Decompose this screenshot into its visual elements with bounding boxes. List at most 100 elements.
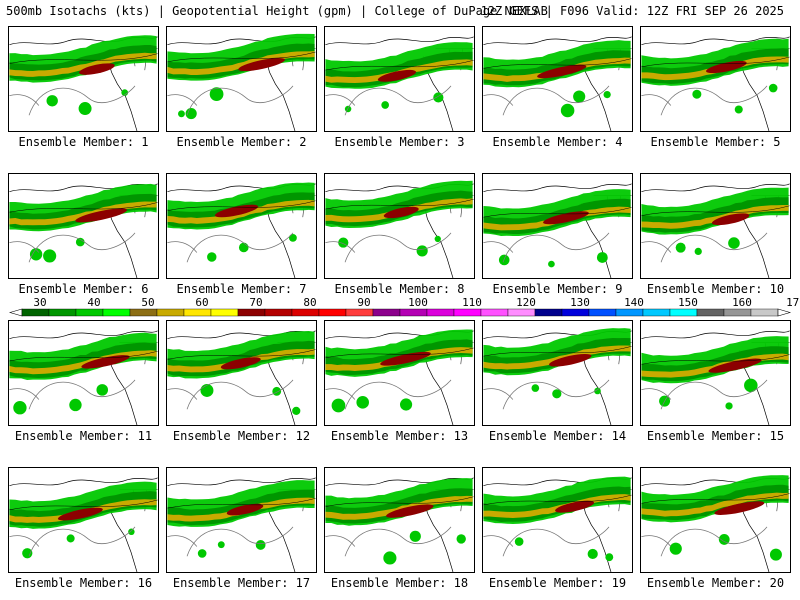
colorbar-swatch [723, 308, 752, 317]
ensemble-map-panel [640, 320, 791, 426]
colorbar-swatch [561, 308, 590, 317]
isotach-map [167, 477, 316, 572]
colorbar-swatch [642, 308, 671, 317]
colorbar-swatch [399, 308, 428, 317]
ensemble-member-label: Ensemble Member: 18 [330, 576, 469, 590]
isotach-map [641, 36, 790, 131]
header-title: 500mb Isotachs (kts) | Geopotential Heig… [6, 4, 548, 18]
colorbar-swatch [318, 308, 347, 317]
ensemble-map-panel [482, 467, 633, 573]
isotach-map [325, 477, 474, 572]
ensemble-member-label: Ensemble Member: 15 [646, 429, 785, 443]
colorbar-swatch [129, 308, 158, 317]
isotach-map [325, 36, 474, 131]
ensemble-member-label: Ensemble Member: 17 [172, 576, 311, 590]
ensemble-map-panel [324, 26, 475, 132]
ensemble-member-label: Ensemble Member: 1 [18, 135, 149, 149]
header-valid-time: 12Z GEFS | F096 Valid: 12Z FRI SEP 26 20… [480, 4, 784, 18]
isotach-map [167, 182, 316, 278]
colorbar-swatch [210, 308, 239, 317]
ensemble-member-label: Ensemble Member: 12 [172, 429, 311, 443]
colorbar-swatch [507, 308, 536, 317]
colorbar-swatch [615, 308, 644, 317]
isotach-map [483, 476, 632, 572]
colorbar-tick-label: 100 [408, 296, 428, 309]
colorbar-swatch [237, 308, 266, 317]
colorbar-tick-label: 140 [624, 296, 644, 309]
ensemble-map-panel [8, 26, 159, 132]
ensemble-map-panel [640, 173, 791, 279]
colorbar-swatch [264, 308, 293, 317]
ensemble-member-label: Ensemble Member: 13 [330, 429, 469, 443]
isotach-map [9, 330, 158, 425]
ensemble-map-panel [8, 467, 159, 573]
ensemble-member-label: Ensemble Member: 3 [334, 135, 465, 149]
isotach-map [483, 183, 632, 278]
colorbar-tick-label: 70 [249, 296, 263, 309]
colorbar-right-arrow [777, 308, 792, 317]
colorbar-swatch [156, 308, 185, 317]
ensemble-map-panel [482, 173, 633, 279]
ensemble-map-panel [482, 320, 633, 426]
isotach-colorbar: 30 40 50 60 70 80 90 100 110 120 130 140 150 160 170 [8, 296, 800, 320]
colorbar-tick-label: 120 [516, 296, 536, 309]
isotach-map [641, 183, 790, 278]
colorbar-tick-label: 130 [570, 296, 590, 309]
colorbar-swatch [75, 308, 104, 317]
ensemble-member-label: Ensemble Member: 19 [488, 576, 627, 590]
ensemble-member-label: Ensemble Member: 2 [176, 135, 307, 149]
isotach-map [9, 35, 158, 131]
ensemble-map-panel [324, 320, 475, 426]
colorbar-tick-label: 110 [462, 296, 482, 309]
ensemble-map-panel [482, 26, 633, 132]
ensemble-member-label: Ensemble Member: 5 [650, 135, 781, 149]
colorbar-swatch [21, 308, 50, 317]
ensemble-map-panel [324, 467, 475, 573]
ensemble-member-label: Ensemble Member: 20 [646, 576, 785, 590]
colorbar-tick-label: 50 [141, 296, 155, 309]
ensemble-member-label: Ensemble Member: 6 [18, 282, 149, 296]
ensemble-map-panel [324, 173, 475, 279]
colorbar-swatch [102, 308, 131, 317]
ensemble-member-label: Ensemble Member: 9 [492, 282, 623, 296]
ensemble-map-panel [166, 320, 317, 426]
isotach-map [641, 330, 790, 425]
colorbar-swatch [426, 308, 455, 317]
colorbar-tick-label: 80 [303, 296, 317, 309]
isotach-map [325, 180, 474, 278]
ensemble-member-label: Ensemble Member: 8 [334, 282, 465, 296]
ensemble-member-label: Ensemble Member: 16 [14, 576, 153, 590]
isotach-map [483, 36, 632, 131]
ensemble-map-panel [166, 173, 317, 279]
map-header: 500mb Isotachs (kts) | Geopotential Heig… [0, 0, 800, 22]
colorbar-swatch [534, 308, 563, 317]
colorbar-swatch [696, 308, 725, 317]
ensemble-map-panel [640, 467, 791, 573]
colorbar-tick-label: 160 [732, 296, 752, 309]
ensemble-map-panel [166, 26, 317, 132]
colorbar-tick-label: 170 [786, 296, 800, 309]
colorbar-swatch [48, 308, 77, 317]
colorbar-tick-label: 40 [87, 296, 101, 309]
colorbar-tick-label: 30 [33, 296, 47, 309]
ensemble-map-panel [640, 26, 791, 132]
colorbar-swatch [345, 308, 374, 317]
isotach-map [9, 477, 158, 572]
ensemble-member-label: Ensemble Member: 7 [176, 282, 307, 296]
colorbar-swatch [372, 308, 401, 317]
colorbar-tick-label: 90 [357, 296, 371, 309]
colorbar-swatch [750, 308, 779, 317]
colorbar-swatch [453, 308, 482, 317]
colorbar-left-arrow [8, 308, 23, 317]
ensemble-member-label: Ensemble Member: 14 [488, 429, 627, 443]
colorbar-swatch [183, 308, 212, 317]
ensemble-map-panel [166, 467, 317, 573]
ensemble-member-label: Ensemble Member: 10 [646, 282, 785, 296]
colorbar-swatch [588, 308, 617, 317]
isotach-map [9, 183, 158, 278]
ensemble-map-panel [8, 173, 159, 279]
ensemble-map-panel [8, 320, 159, 426]
isotach-map [325, 329, 474, 425]
isotach-map [167, 33, 316, 131]
colorbar-swatch [669, 308, 698, 317]
